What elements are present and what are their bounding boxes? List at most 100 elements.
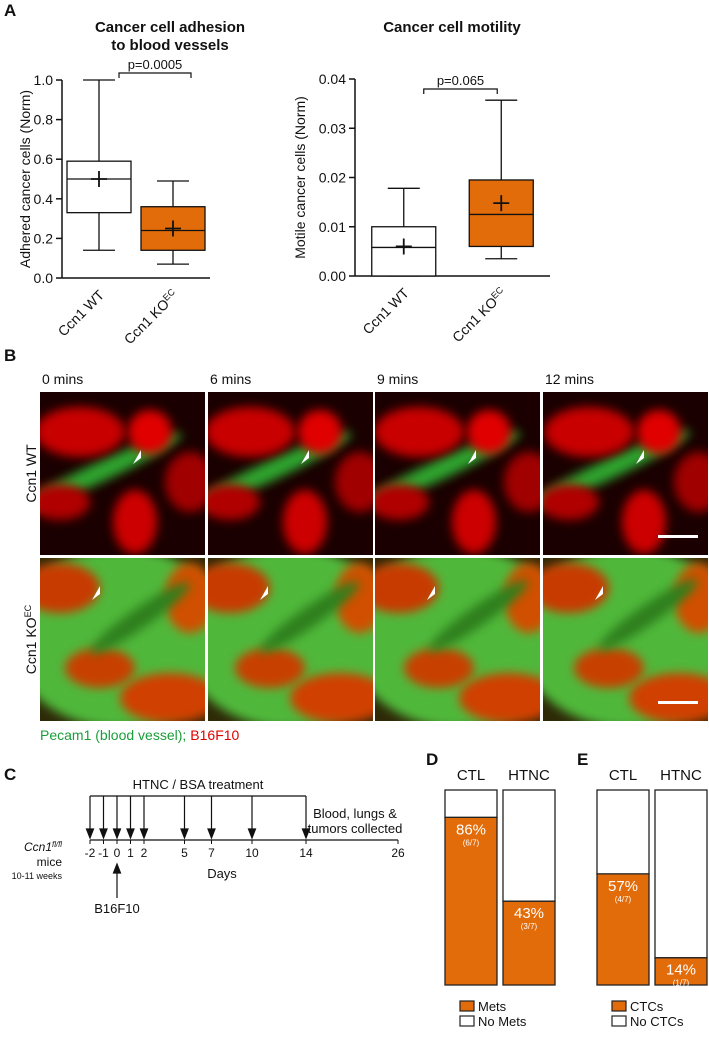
y-tick-label: 0.03 bbox=[319, 120, 346, 136]
legend-swatch bbox=[459, 1000, 475, 1012]
fluorescence bbox=[165, 452, 205, 512]
fluorescence bbox=[260, 581, 360, 653]
panel-label: A bbox=[4, 1, 16, 20]
chart-title: to blood vessels bbox=[111, 37, 229, 54]
fluorescence bbox=[208, 563, 270, 613]
p-value: p=0.0005 bbox=[128, 57, 183, 72]
fluorescence bbox=[543, 484, 599, 520]
time-tick-label: -2 bbox=[85, 846, 96, 860]
panel-label: D bbox=[426, 750, 438, 769]
fluorescence bbox=[335, 452, 373, 512]
scale-bar bbox=[658, 535, 698, 538]
value-label: 43% bbox=[514, 905, 544, 922]
bar-segment bbox=[596, 873, 650, 986]
end-label: tumors collected bbox=[308, 821, 403, 836]
fluorescence bbox=[598, 579, 698, 650]
axis-label: Days bbox=[207, 866, 237, 881]
fluorescence bbox=[504, 563, 540, 633]
fluorescence bbox=[208, 484, 260, 520]
micrograph bbox=[543, 558, 708, 721]
bar-segment bbox=[596, 789, 650, 875]
row-label: Ccn1 WT bbox=[23, 444, 39, 503]
superscript: EC bbox=[23, 604, 33, 617]
time-label: 12 mins bbox=[545, 371, 594, 387]
significance-bracket bbox=[118, 72, 192, 78]
scale-bar bbox=[658, 701, 698, 704]
x-tick-label: Ccn1 KOEC bbox=[449, 285, 510, 346]
time-label: 6 mins bbox=[210, 371, 251, 387]
micrograph bbox=[40, 558, 205, 721]
value-label: 57% bbox=[608, 878, 638, 895]
value-label: 14% bbox=[666, 962, 696, 979]
fluorescence bbox=[543, 563, 609, 613]
fluorescence bbox=[40, 484, 90, 520]
time-tick-label: 2 bbox=[141, 846, 148, 860]
time-tick-label: -1 bbox=[98, 846, 109, 860]
legend-label: CTCs bbox=[630, 999, 664, 1014]
treatment-arrow bbox=[180, 796, 189, 840]
value-sublabel: (6/7) bbox=[463, 838, 480, 847]
panel-label: B bbox=[4, 346, 16, 365]
panel-label: C bbox=[4, 765, 16, 784]
chart-title: Cancer cell adhesion bbox=[95, 19, 245, 36]
x-tick-label: Ccn1 WT bbox=[359, 284, 412, 337]
legend-swatch bbox=[611, 1015, 627, 1027]
micrograph bbox=[375, 558, 540, 721]
y-tick-label: 0.6 bbox=[34, 151, 54, 167]
fluorescence bbox=[504, 452, 540, 512]
fluorescence bbox=[428, 580, 528, 652]
fluorescence bbox=[235, 648, 305, 688]
legend-label: No CTCs bbox=[630, 1014, 684, 1029]
time-tick-label: 10 bbox=[245, 846, 259, 860]
y-tick-label: 0.01 bbox=[319, 219, 346, 235]
fluorescence bbox=[335, 563, 373, 633]
fluorescence bbox=[113, 490, 157, 554]
bar-segment bbox=[654, 957, 708, 986]
fluorescence bbox=[544, 407, 634, 457]
value-label: 86% bbox=[456, 821, 486, 838]
caption-green: Pecam1 (blood vessel); bbox=[40, 727, 186, 743]
fluorescence bbox=[40, 407, 125, 457]
box bbox=[468, 179, 534, 248]
row-label: Ccn1 KOEC bbox=[23, 604, 39, 674]
fluorescence bbox=[404, 648, 474, 688]
mean-marker bbox=[165, 220, 181, 237]
fluorescence bbox=[674, 563, 708, 633]
micrograph bbox=[375, 392, 540, 555]
x-category-label: CTL bbox=[457, 767, 485, 784]
chart-title: Cancer cell motility bbox=[383, 19, 521, 36]
bar-segment bbox=[444, 816, 498, 986]
y-tick-label: 0.8 bbox=[34, 112, 54, 128]
time-tick-label: 26 bbox=[391, 846, 405, 860]
fluorescence bbox=[65, 648, 135, 688]
fluorescence bbox=[208, 407, 295, 457]
bar-segment bbox=[502, 789, 556, 902]
y-tick-label: 1.0 bbox=[34, 72, 54, 88]
arrowhead bbox=[468, 450, 476, 464]
x-category-label: HTNC bbox=[508, 767, 550, 784]
legend-label: No Mets bbox=[478, 1014, 527, 1029]
end-label: Blood, lungs & bbox=[313, 806, 397, 821]
arrowhead bbox=[301, 450, 309, 464]
fluorescence bbox=[40, 563, 100, 613]
micrograph bbox=[208, 392, 373, 555]
fluorescence bbox=[375, 484, 429, 520]
caption-red: B16F10 bbox=[190, 727, 239, 743]
treatment-arrow bbox=[99, 796, 108, 840]
fluorescence bbox=[637, 410, 681, 454]
micrograph bbox=[40, 392, 205, 555]
treatment-arrow bbox=[112, 796, 122, 840]
fluorescence bbox=[622, 490, 666, 554]
legend-swatch bbox=[611, 1000, 627, 1012]
fluorescence bbox=[283, 490, 327, 554]
mice-label: mice bbox=[37, 855, 63, 869]
arrowhead bbox=[595, 586, 603, 600]
fluorescence bbox=[459, 673, 540, 721]
time-tick-label: 7 bbox=[208, 846, 215, 860]
time-label: 0 mins bbox=[42, 371, 83, 387]
p-value: p=0.065 bbox=[437, 73, 484, 88]
treatment-arrow bbox=[207, 796, 216, 840]
fluorescence bbox=[629, 673, 708, 721]
treatment-arrow bbox=[139, 796, 149, 840]
